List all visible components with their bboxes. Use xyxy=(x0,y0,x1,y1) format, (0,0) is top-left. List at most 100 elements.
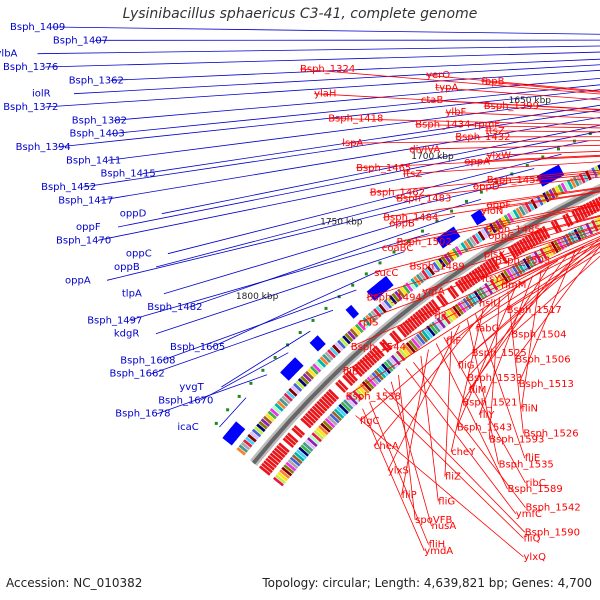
forward-cds-arrow xyxy=(289,359,302,371)
reverse-gene-label: Bsph_1535 xyxy=(499,459,554,470)
forward-leader-line xyxy=(51,26,600,35)
forward-gene-label: Bsph_1403 xyxy=(70,129,125,140)
forward-cog-block xyxy=(566,179,574,190)
reverse-cds-arrow xyxy=(351,365,363,377)
forward-cds-arrow xyxy=(476,209,487,222)
reverse-cds-arrow xyxy=(594,197,600,210)
reverse-leader-line xyxy=(355,415,524,558)
forward-gene-label: kdgR xyxy=(114,329,139,340)
forward-cog-block xyxy=(554,185,562,196)
reverse-cds-arrow xyxy=(287,432,299,444)
reverse-gene-label: Bsph_1324 xyxy=(300,64,355,75)
forward-cog-block xyxy=(288,387,298,397)
forward-gene-label: oppB xyxy=(114,262,140,273)
forward-cog-block xyxy=(300,375,310,385)
reverse-cog-block xyxy=(393,352,404,364)
forward-cog-block xyxy=(426,265,435,276)
reverse-gene-label: ylxW xyxy=(487,151,512,162)
forward-cog-block xyxy=(254,426,264,435)
reverse-gene-label: Bsph_1434-rpmF xyxy=(415,120,500,131)
reverse-gene-label: ylxS xyxy=(388,466,409,477)
forward-cog-block xyxy=(327,349,336,359)
reverse-cds-arrow xyxy=(273,447,286,458)
forward-cog-block xyxy=(314,361,324,371)
feature-tracks xyxy=(222,164,600,487)
forward-gene-label: Bsph_1415 xyxy=(101,169,156,180)
reverse-cog-block xyxy=(573,228,582,241)
forward-leader-line xyxy=(45,69,600,108)
reverse-leader-line xyxy=(421,228,600,292)
forward-cog-block xyxy=(402,284,411,294)
forward-cog-block xyxy=(263,415,273,425)
reverse-gene-label: fbpB xyxy=(481,76,504,87)
reverse-cds-arrow xyxy=(571,209,580,223)
reverse-cog-block xyxy=(511,265,521,277)
reverse-cog-block xyxy=(505,268,515,281)
reverse-cds-arrow xyxy=(263,460,275,471)
reverse-cog-block xyxy=(285,461,297,472)
reverse-cog-block xyxy=(309,434,320,445)
forward-gene-label: oppD xyxy=(120,209,147,220)
reverse-leader-line xyxy=(420,355,439,502)
forward-cog-block xyxy=(524,202,532,213)
reverse-gene-label: ftsY xyxy=(482,274,501,285)
reverse-gene-label: sucC xyxy=(374,268,398,279)
forward-gene-label: oppF xyxy=(76,222,101,233)
reverse-leader-line xyxy=(443,337,526,484)
reverse-cds-arrow xyxy=(354,363,366,375)
reverse-gene-label: Bsph_1503 xyxy=(495,256,550,267)
kbp-tick-dot xyxy=(273,356,277,359)
forward-cog-block xyxy=(469,236,477,247)
reverse-cog-block xyxy=(329,413,340,424)
forward-leader-line xyxy=(155,168,535,268)
reverse-leader-line xyxy=(478,242,600,305)
reverse-leader-line xyxy=(369,401,429,545)
reverse-cog-block xyxy=(405,342,416,353)
reverse-gene-label: plsX xyxy=(484,249,505,260)
forward-leader-line xyxy=(117,130,600,228)
forward-cog-block xyxy=(279,397,289,407)
reverse-gene-label: Bsph_1525 xyxy=(472,348,527,359)
reverse-cog-block xyxy=(539,248,548,260)
backbone-line xyxy=(251,186,600,465)
reverse-cog-block xyxy=(300,444,312,455)
forward-cog-block xyxy=(329,346,339,356)
reverse-cog-block xyxy=(386,359,396,370)
forward-cog-block xyxy=(347,330,356,340)
reverse-cds-arrow xyxy=(269,452,282,463)
reverse-gene-label: Bsph_1521 xyxy=(462,398,517,409)
reverse-cds-arrow xyxy=(553,219,562,232)
kbp-tick-dot xyxy=(311,318,315,322)
forward-cds-arrow xyxy=(233,421,246,433)
reverse-cds-arrow xyxy=(409,315,420,328)
reverse-cog-block xyxy=(347,394,358,406)
forward-cog-block xyxy=(362,317,372,327)
forward-leader-line xyxy=(157,374,268,415)
reverse-gene-label: ftsZ xyxy=(403,169,422,180)
forward-cog-block xyxy=(429,263,438,274)
forward-cog-block xyxy=(344,332,354,343)
forward-cog-block xyxy=(437,257,446,268)
reverse-cog-block xyxy=(315,427,327,438)
forward-cog-block xyxy=(276,400,286,410)
forward-leader-line xyxy=(142,104,600,175)
forward-gene-label: Bsph_1497 xyxy=(87,315,142,326)
reverse-leader-line xyxy=(373,302,492,447)
forward-cog-block xyxy=(449,249,458,260)
reverse-cds-arrow xyxy=(479,264,489,277)
reverse-cog-block xyxy=(287,459,299,469)
reverse-cog-block xyxy=(281,466,293,477)
forward-cog-block xyxy=(319,356,329,366)
reverse-cds-arrow xyxy=(468,271,479,284)
reverse-cds-arrow xyxy=(533,230,542,244)
reverse-gene-label: Bsph_1502 xyxy=(397,237,452,248)
forward-cog-block xyxy=(251,428,262,438)
reverse-gene-label: divIVA xyxy=(409,144,440,155)
forward-cog-block xyxy=(518,205,526,216)
forward-cog-block xyxy=(293,382,303,392)
kbp-tick-dot xyxy=(525,163,529,167)
forward-cog-block xyxy=(242,439,253,448)
kbp-tick-dot xyxy=(214,421,218,425)
reverse-gene-label: Bsph_1593 xyxy=(489,435,544,446)
forward-cog-block xyxy=(581,171,589,182)
